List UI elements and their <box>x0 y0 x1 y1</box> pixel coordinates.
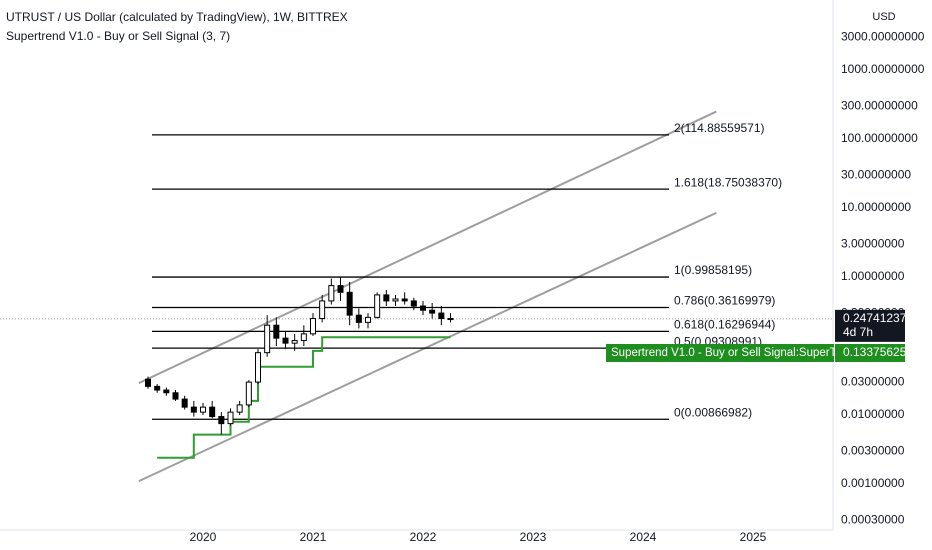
fib-level-label: 2(114.88559571) <box>674 121 765 135</box>
y-tick-label: 3000.00000000 <box>841 29 925 43</box>
supertrend-legend-box <box>606 344 834 362</box>
candle-body[interactable] <box>328 285 335 302</box>
candle-body[interactable] <box>200 406 206 413</box>
channel-upper-line[interactable] <box>138 110 717 384</box>
y-tick-label: 100.00000000 <box>841 131 918 145</box>
supertrend-legend-label: Supertrend V1.0 - Buy or Sell Signal:Sup… <box>611 347 859 359</box>
x-tick-label: 2022 <box>410 530 437 544</box>
x-tick-label: 2024 <box>630 530 657 544</box>
candle-body[interactable] <box>181 398 188 408</box>
current-price-value: 0.24741237 <box>843 311 907 325</box>
candle-body[interactable] <box>346 291 353 316</box>
candle-body[interactable] <box>264 324 271 354</box>
y-tick-label: 1000.00000000 <box>841 62 925 76</box>
y-tick-label: 0.00100000 <box>841 476 905 490</box>
y-tick-label: 30.00000000 <box>841 167 911 181</box>
candle-body[interactable] <box>209 406 216 418</box>
y-tick-label: 0.00030000 <box>841 512 905 526</box>
fib-level-label: 1.618(18.75038370) <box>674 175 782 189</box>
candle-body[interactable] <box>190 406 197 413</box>
x-tick-label: 2021 <box>300 530 327 544</box>
supertrend-price-tag <box>835 344 905 362</box>
bar-countdown: 4d 7h <box>843 325 873 339</box>
y-tick-label: 0.03000000 <box>841 374 905 388</box>
y-tick-label: 10.00000000 <box>841 200 911 214</box>
candle-body[interactable] <box>438 312 445 320</box>
candle-body[interactable] <box>337 285 344 293</box>
fib-level-label: 1(0.99858195) <box>674 263 752 277</box>
channel-lower-line[interactable] <box>138 211 717 483</box>
candle-body[interactable] <box>227 411 234 425</box>
candle-body[interactable] <box>355 314 362 323</box>
candle-body[interactable] <box>420 305 426 311</box>
candle-body[interactable] <box>172 392 179 400</box>
indicator-title: Supertrend V1.0 - Buy or Sell Signal (3,… <box>6 29 231 43</box>
candle-body[interactable] <box>447 318 454 321</box>
supertrend-line[interactable] <box>157 336 451 459</box>
y-tick-label: 0.01000000 <box>841 407 905 421</box>
y-tick-label: 0.00300000 <box>841 443 905 457</box>
y-tick-label: 1.00000000 <box>841 269 905 283</box>
candle-body[interactable] <box>218 416 225 425</box>
candle-body[interactable] <box>429 309 436 314</box>
candle-body[interactable] <box>410 300 417 307</box>
candle-body[interactable] <box>236 404 243 413</box>
fib-level-label: 0(0.00866982) <box>674 405 752 419</box>
candle-body[interactable] <box>273 324 280 339</box>
candle-body[interactable] <box>401 298 408 302</box>
x-tick-label: 2020 <box>190 530 217 544</box>
fib-level-label: 0.618(0.16296944) <box>674 318 775 332</box>
candle-body[interactable] <box>163 389 170 394</box>
y-unit-label: USD <box>872 11 895 23</box>
candle-body[interactable] <box>154 385 161 391</box>
candle-body[interactable] <box>310 318 316 335</box>
candle-body[interactable] <box>282 337 289 344</box>
candle-body[interactable] <box>392 298 399 302</box>
candle-body[interactable] <box>319 300 326 320</box>
candle-body[interactable] <box>255 352 261 383</box>
chart-title: UTRUST / US Dollar (calculated by Tradin… <box>6 10 348 24</box>
candle-body[interactable] <box>245 381 252 406</box>
x-tick-label: 2025 <box>740 530 767 544</box>
candle-body[interactable] <box>291 340 298 344</box>
fib-level-label: 0.786(0.36169979) <box>674 294 775 308</box>
candle-body[interactable] <box>365 316 371 323</box>
candle-body[interactable] <box>374 294 381 318</box>
supertrend-price-value: 0.13375625 <box>843 345 907 359</box>
candle-body[interactable] <box>383 294 390 302</box>
x-tick-label: 2023 <box>520 530 547 544</box>
y-tick-label: 3.00000000 <box>841 236 905 250</box>
y-tick-label: 300.00000000 <box>841 98 918 112</box>
candle-body[interactable] <box>145 378 151 387</box>
current-price-tag <box>835 309 905 342</box>
candle-body[interactable] <box>300 333 307 342</box>
